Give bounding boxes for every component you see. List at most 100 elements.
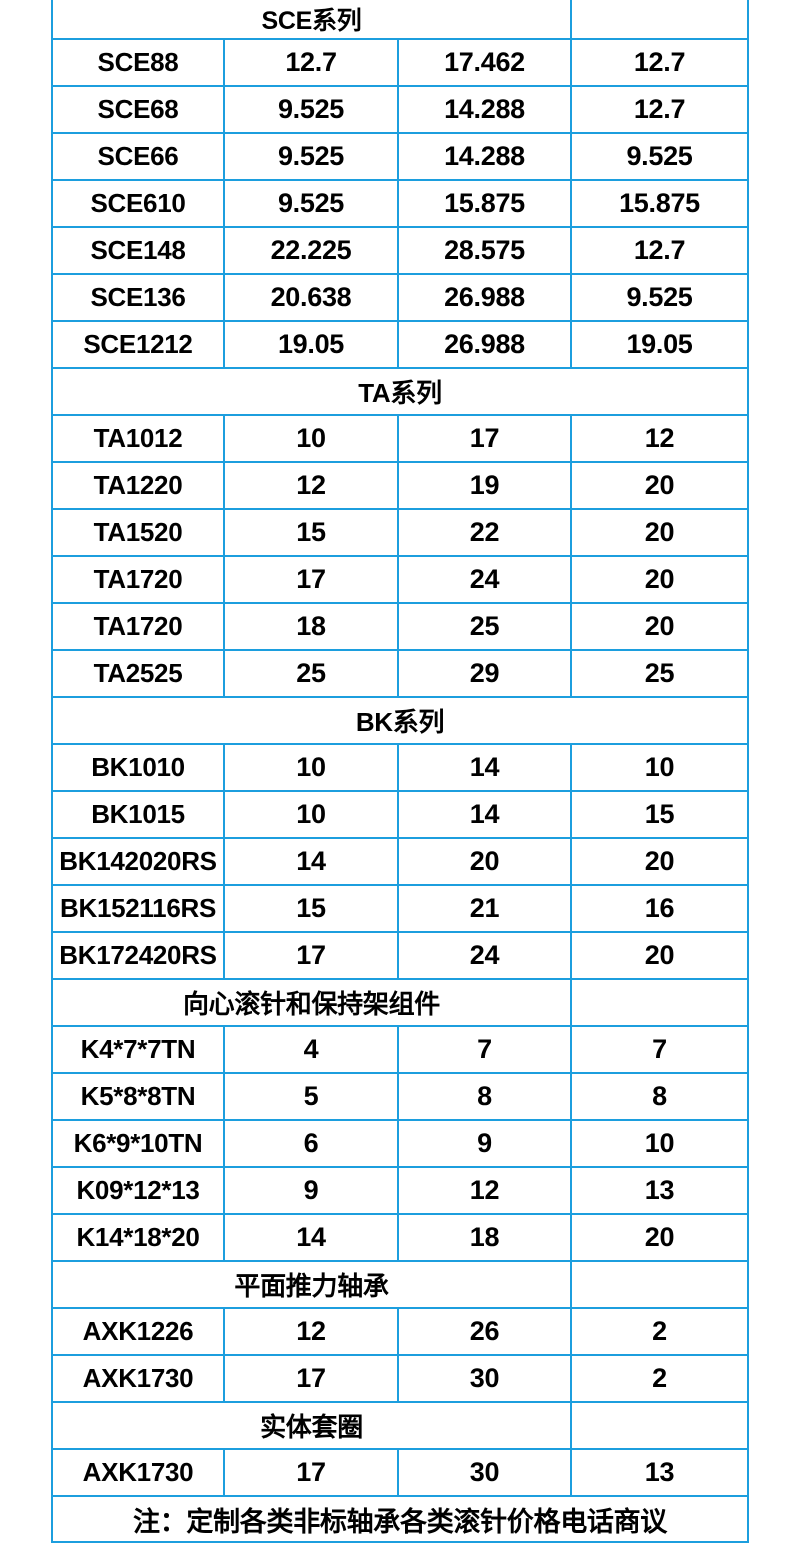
value-cell: 20 (570, 508, 749, 557)
model-cell: SCE66 (51, 132, 225, 181)
model-cell: BK142020RS (51, 837, 225, 886)
value-cell: 14.288 (397, 85, 572, 134)
value-cell: 19.05 (223, 320, 399, 369)
table-row: AXK1730 17 30 2 (51, 1354, 749, 1403)
value-cell: 2 (570, 1307, 749, 1356)
model-cell: SCE88 (51, 38, 225, 87)
value-cell: 14 (397, 790, 572, 839)
value-cell: 9.525 (570, 132, 749, 181)
table-row: TA1012 10 17 12 (51, 414, 749, 463)
value-cell: 12.7 (570, 85, 749, 134)
table-row: SCE136 20.638 26.988 9.525 (51, 273, 749, 322)
value-cell: 17 (223, 1354, 399, 1403)
section-header-row: 平面推力轴承 (51, 1260, 749, 1309)
table-row: TA1720 17 24 20 (51, 555, 749, 604)
model-cell: TA1520 (51, 508, 225, 557)
value-cell: 9.525 (223, 132, 399, 181)
value-cell: 8 (397, 1072, 572, 1121)
value-cell: 2 (570, 1354, 749, 1403)
value-cell: 21 (397, 884, 572, 933)
value-cell: 8 (570, 1072, 749, 1121)
bearing-spec-page: SCE系列 SCE88 12.7 17.462 12.7 SCE68 9.525 14.288… (51, 0, 749, 1543)
bearing-spec-table: SCE系列 SCE88 12.7 17.462 12.7 SCE68 9.525 14.288… (51, 0, 749, 1543)
section-header: BK系列 (51, 696, 749, 745)
section-header-row: 实体套圈 (51, 1401, 749, 1450)
model-cell: BK1015 (51, 790, 225, 839)
model-cell: K5*8*8TN (51, 1072, 225, 1121)
table-row: SCE610 9.525 15.875 15.875 (51, 179, 749, 228)
value-cell: 20.638 (223, 273, 399, 322)
value-cell: 26 (397, 1307, 572, 1356)
value-cell: 20 (397, 837, 572, 886)
value-cell: 10 (570, 743, 749, 792)
value-cell: 20 (570, 931, 749, 980)
value-cell: 10 (570, 1119, 749, 1168)
value-cell: 18 (223, 602, 399, 651)
model-cell: SCE610 (51, 179, 225, 228)
value-cell: 14 (223, 837, 399, 886)
value-cell: 24 (397, 931, 572, 980)
value-cell: 17 (223, 931, 399, 980)
value-cell: 22 (397, 508, 572, 557)
model-cell: BK1010 (51, 743, 225, 792)
table-row: K5*8*8TN 5 8 8 (51, 1072, 749, 1121)
value-cell: 10 (223, 414, 399, 463)
table-row: BK152116RS 15 21 16 (51, 884, 749, 933)
model-cell: BK172420RS (51, 931, 225, 980)
value-cell: 20 (570, 1213, 749, 1262)
value-cell: 7 (397, 1025, 572, 1074)
model-cell: TA2525 (51, 649, 225, 698)
value-cell: 9.525 (223, 85, 399, 134)
value-cell: 17 (223, 555, 399, 604)
value-cell: 4 (223, 1025, 399, 1074)
table-row: K14*18*20 14 18 20 (51, 1213, 749, 1262)
value-cell: 20 (570, 602, 749, 651)
table-row: BK172420RS 17 24 20 (51, 931, 749, 980)
section-header: 平面推力轴承 (51, 1260, 572, 1309)
value-cell: 25 (570, 649, 749, 698)
table-row: TA1220 12 19 20 (51, 461, 749, 510)
section-header-row: SCE系列 (51, 0, 749, 40)
section-header-row: TA系列 (51, 367, 749, 416)
model-cell: AXK1226 (51, 1307, 225, 1356)
value-cell: 14 (397, 743, 572, 792)
value-cell: 30 (397, 1354, 572, 1403)
table-row: SCE66 9.525 14.288 9.525 (51, 132, 749, 181)
model-cell: TA1220 (51, 461, 225, 510)
table-row: TA1520 15 22 20 (51, 508, 749, 557)
value-cell: 28.575 (397, 226, 572, 275)
value-cell: 15 (223, 884, 399, 933)
model-cell: SCE136 (51, 273, 225, 322)
empty-cell (570, 978, 749, 1027)
value-cell: 12 (223, 1307, 399, 1356)
model-cell: BK152116RS (51, 884, 225, 933)
value-cell: 9 (223, 1166, 399, 1215)
value-cell: 12.7 (223, 38, 399, 87)
value-cell: 9.525 (570, 273, 749, 322)
empty-cell (570, 1260, 749, 1309)
model-cell: TA1720 (51, 555, 225, 604)
section-header: TA系列 (51, 367, 749, 416)
table-row: SCE148 22.225 28.575 12.7 (51, 226, 749, 275)
value-cell: 26.988 (397, 320, 572, 369)
value-cell: 20 (570, 461, 749, 510)
section-header-row: BK系列 (51, 696, 749, 745)
value-cell: 17 (397, 414, 572, 463)
value-cell: 13 (570, 1448, 749, 1497)
table-body: SCE系列 SCE88 12.7 17.462 12.7 SCE68 9.525 14.288… (51, 0, 749, 1497)
table-row: TA2525 25 29 25 (51, 649, 749, 698)
value-cell: 14.288 (397, 132, 572, 181)
value-cell: 19.05 (570, 320, 749, 369)
table-row: K6*9*10TN 6 9 10 (51, 1119, 749, 1168)
value-cell: 30 (397, 1448, 572, 1497)
empty-cell (570, 1401, 749, 1450)
value-cell: 20 (570, 555, 749, 604)
value-cell: 12.7 (570, 226, 749, 275)
table-row: SCE1212 19.05 26.988 19.05 (51, 320, 749, 369)
value-cell: 18 (397, 1213, 572, 1262)
model-cell: AXK1730 (51, 1354, 225, 1403)
value-cell: 17 (223, 1448, 399, 1497)
value-cell: 9.525 (223, 179, 399, 228)
value-cell: 5 (223, 1072, 399, 1121)
value-cell: 25 (397, 602, 572, 651)
